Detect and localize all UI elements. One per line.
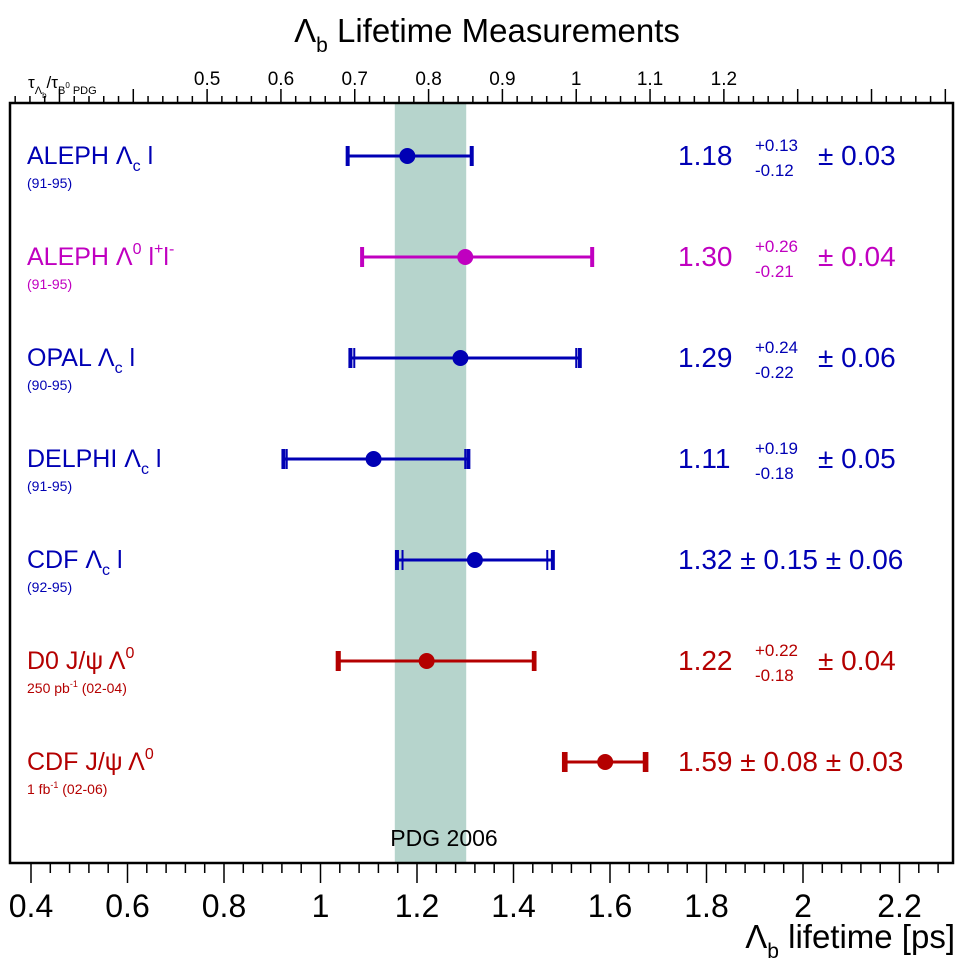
stat-plus: +0.13: [755, 136, 798, 155]
data-point: [457, 249, 474, 265]
data-point: [452, 350, 469, 366]
data-point: [365, 451, 382, 467]
syst-error: ± 0.04: [818, 241, 896, 272]
x-tick-label: 1.4: [491, 888, 535, 924]
x-axis-title: Λb lifetime [ps]: [745, 918, 955, 963]
x-tick-label: 1.2: [395, 888, 439, 924]
syst-error: ± 0.03: [818, 140, 896, 171]
period-label: (90-95): [27, 377, 72, 393]
data-point: [466, 552, 483, 568]
stat-minus: -0.18: [755, 666, 794, 685]
measurement-1: [345, 146, 474, 166]
top-axis-label: τΛb/τB0 PDG: [28, 73, 97, 100]
syst-error: ± 0.05: [818, 443, 896, 474]
period-label: 1 fb-1 (02-06): [27, 780, 107, 797]
central-value: 1.30: [678, 241, 733, 272]
stat-minus: -0.21: [755, 262, 794, 281]
x-tick-label: 0.6: [105, 888, 149, 924]
stat-minus: -0.22: [755, 363, 794, 382]
experiment-label: CDF Λc l: [27, 546, 123, 579]
data-point: [399, 148, 416, 164]
stat-plus: +0.26: [755, 237, 798, 256]
experiment-label: ALEPH Λc l: [27, 142, 153, 175]
measurement-labels: ALEPH Λc l(91-95)ALEPH Λ0 l+l-(91-95)OPA…: [27, 142, 174, 797]
top-tick-label: 0.6: [268, 69, 294, 90]
measurement-4: [281, 449, 471, 469]
stat-plus: +0.24: [755, 338, 798, 357]
x-tick-label: 1.8: [684, 888, 728, 924]
top-tick-label: 0.9: [489, 69, 515, 90]
period-label: (91-95): [27, 175, 72, 191]
period-label: (91-95): [27, 478, 72, 494]
measurement-2: [360, 247, 595, 267]
stat-plus: +0.19: [755, 439, 798, 458]
value-expression: 1.32 ± 0.15 ± 0.06: [678, 544, 903, 575]
top-tick-label: 1: [571, 69, 582, 90]
stat-plus: +0.22: [755, 641, 798, 660]
measurement-values: 1.18 +0.13 -0.12 ± 0.03 1.30 +0.26 -0.21 ± 0.04…: [678, 136, 903, 777]
pdg-band-layer: [394, 103, 467, 863]
chart-title: Λb Lifetime Measurements: [294, 12, 680, 57]
x-tick-label: 0.8: [202, 888, 246, 924]
experiment-label: ALEPH Λ0 l+l-: [27, 241, 174, 271]
x-tick-label: 0.4: [9, 888, 53, 924]
experiment-label: OPAL Λc l: [27, 344, 135, 377]
experiment-label: CDF J/ψ Λ0: [27, 746, 154, 776]
syst-error: ± 0.06: [818, 342, 896, 373]
stat-minus: -0.12: [755, 161, 794, 180]
period-label: (92-95): [27, 579, 72, 595]
period-label: 250 pb-1 (02-04): [27, 679, 127, 696]
top-tick-label: 0.8: [415, 69, 441, 90]
measurement-7: [561, 752, 649, 772]
measurement-3: [348, 348, 582, 368]
x-tick-label: 1: [312, 888, 330, 924]
measurement-5: [394, 550, 555, 570]
measurement-6: [335, 651, 537, 671]
bottom-axis: 0.4 0.6 0.8 1 1.2 1.4 1.6 1.8 2 2.2: [9, 863, 939, 924]
plot-frame: [8, 101, 955, 865]
measurement-points: [281, 146, 649, 772]
central-value: 1.22: [678, 645, 733, 676]
data-point: [418, 653, 435, 669]
plot-frame-box: [8, 101, 955, 865]
period-label: (91-95): [27, 276, 72, 292]
stat-minus: -0.18: [755, 464, 794, 483]
top-axis: 0.5 0.6 0.7 0.8 0.9 1 1.1 1.2: [14, 69, 947, 103]
central-value: 1.18: [678, 140, 733, 171]
data-point: [597, 754, 614, 770]
experiment-label: DELPHI Λc l: [27, 445, 161, 478]
top-tick-label: 0.5: [194, 69, 220, 90]
band-label: PDG 2006: [390, 825, 497, 851]
value-expression: 1.59 ± 0.08 ± 0.03: [678, 746, 903, 777]
experiment-label: D0 J/ψ Λ0: [27, 645, 134, 675]
x-tick-label: 2: [794, 888, 812, 924]
x-tick-label: 2.2: [877, 888, 921, 924]
pdg-2006-band: [394, 103, 467, 863]
x-tick-label: 1.6: [588, 888, 632, 924]
top-tick-label: 1.2: [711, 69, 737, 90]
top-tick-label: 1.1: [637, 69, 663, 90]
central-value: 1.11: [678, 443, 730, 474]
central-value: 1.29: [678, 342, 733, 373]
top-tick-label: 0.7: [342, 69, 368, 90]
syst-error: ± 0.04: [818, 645, 896, 676]
